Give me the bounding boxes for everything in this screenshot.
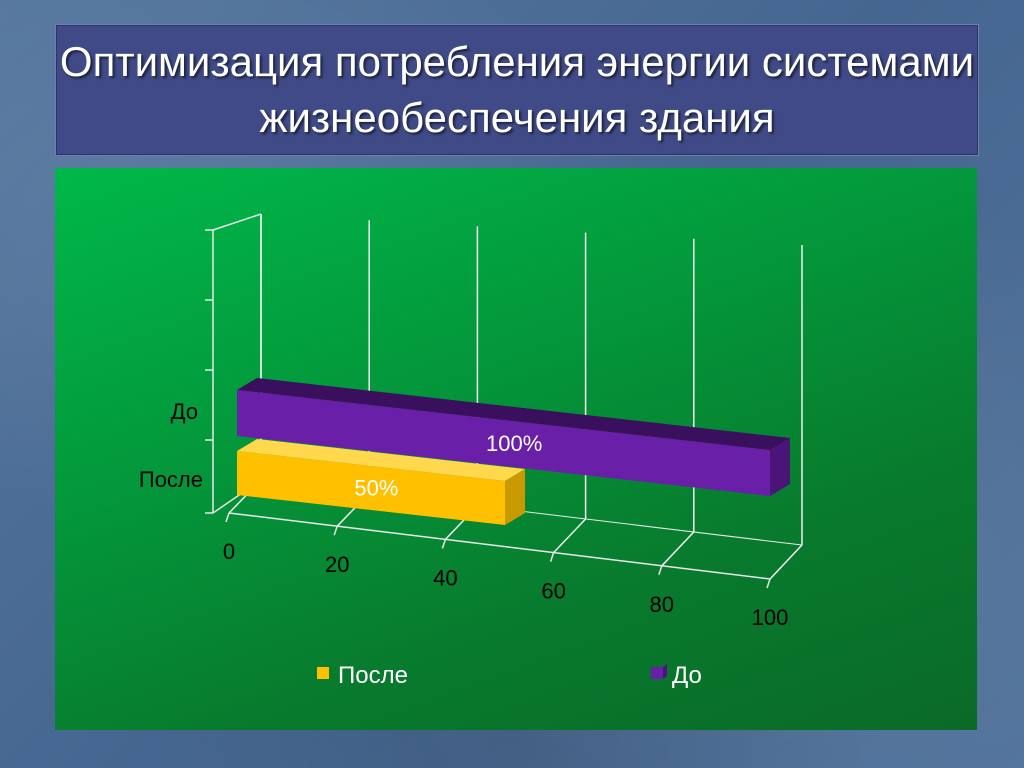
left-wall-top-edge [212,213,262,231]
title-box: Оптимизация потребления энергии системам… [55,24,979,156]
x-tick-label: 100 [752,605,789,630]
x-tick-label: 20 [325,552,349,577]
slide-title: Оптимизация потребления энергии системам… [59,38,975,141]
x-tick-label: 0 [223,539,235,564]
bar-end-do [770,438,790,496]
bar-front-do [237,390,770,496]
data-label: 100% [486,431,542,456]
x-axis-tick [549,552,555,562]
data-label: 50% [354,476,398,501]
bar-front-posle [237,451,505,525]
floor-gridline [553,518,587,554]
floor-gridline [769,544,803,580]
bar-top-posle [237,439,525,481]
x-axis-line [228,512,771,580]
x-axis-tick [658,565,663,576]
legend-label: До [672,662,702,689]
x-axis-tick [225,512,230,523]
legend-swatch-side [663,664,667,679]
floor-gridline [661,531,695,567]
legend-swatch [651,667,663,679]
legend-label: После [338,662,408,689]
category-label: До [171,399,198,424]
x-tick-label: 60 [541,579,565,604]
x-tick-label: 80 [650,592,674,617]
x-axis-tick [333,525,338,536]
x-axis-tick [441,539,447,549]
bar-end-posle [505,469,525,525]
bar-top-do [237,378,790,450]
category-label: После [139,467,203,492]
legend-swatch [317,667,329,679]
x-tick-label: 40 [433,565,457,590]
x-axis-tick [766,578,771,589]
